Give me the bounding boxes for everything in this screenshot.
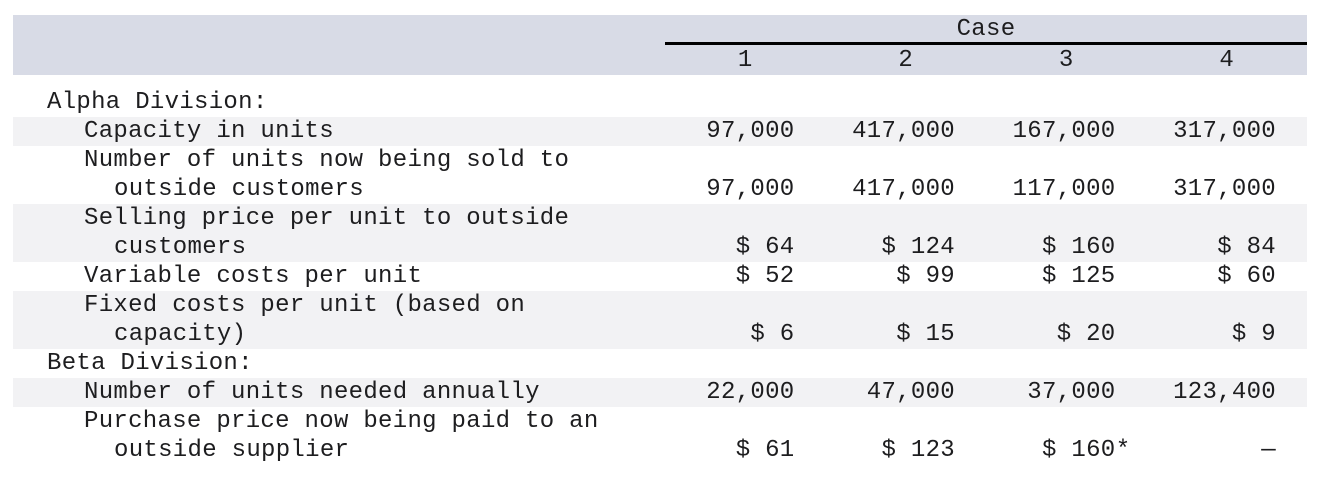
value-cell <box>665 88 826 117</box>
case-column-4: 4 <box>1219 47 1235 74</box>
value-cell: — <box>1261 437 1276 464</box>
row-label-line: outside customers <box>114 176 364 203</box>
case-header-label: Case <box>665 15 1307 45</box>
row-label-line: customers <box>114 234 247 261</box>
value-cell: $ 20 <box>1056 321 1116 348</box>
table-row: Number of units needed annually 22,000 47,… <box>13 378 1307 407</box>
value-cell: $ 64 <box>735 234 795 261</box>
table-header: Case 1 2 3 4 <box>13 15 1307 75</box>
value-cell: $ 124 <box>881 234 955 261</box>
value-cell <box>986 88 1147 117</box>
value-cell: 317,000 <box>1173 118 1276 145</box>
row-label-line: Number of units now being sold to <box>84 147 570 174</box>
value-cell: 37,000 <box>1027 379 1116 406</box>
row-label: Variable costs per unit <box>13 262 665 291</box>
table-row: Purchase price now being paid to an outsi… <box>13 407 1307 465</box>
row-label: Purchase price now being paid to an outsi… <box>13 407 665 465</box>
row-label: Fixed costs per unit (based on capacity) <box>13 291 665 349</box>
row-label-line: Purchase price now being paid to an <box>84 408 599 435</box>
value-cell: 22,000 <box>706 379 795 406</box>
value-cell: $ 160 <box>1041 234 1116 261</box>
value-cell <box>826 349 987 378</box>
value-cell: 167,000 <box>1012 118 1116 145</box>
row-label: Number of units now being sold to outside… <box>13 146 665 204</box>
value-cell: $ 99 <box>896 263 955 290</box>
header-label-spacer <box>13 15 665 75</box>
value-cell: 123,400 <box>1173 379 1276 406</box>
section-label: Alpha Division: <box>13 88 665 117</box>
value-cell: $ 61 <box>735 437 795 464</box>
value-cell: $ 9 <box>1231 321 1276 348</box>
value-cell: $ 160 * <box>986 407 1147 465</box>
row-label-line: Beta Division: <box>47 350 253 377</box>
case-columns-row: 1 2 3 4 <box>665 45 1307 75</box>
value-cell: $ 123 <box>881 437 955 464</box>
value-cell: $ 15 <box>896 321 955 348</box>
value-cell: $ 84 <box>1217 234 1276 261</box>
value-cell: 417,000 <box>852 176 955 203</box>
row-label-line: Variable costs per unit <box>84 263 423 290</box>
value-cell: $ 6 <box>750 321 795 348</box>
footnote-asterisk: * <box>1115 437 1131 464</box>
case-column-3: 3 <box>1058 47 1074 74</box>
table-body: Alpha Division: Capacity in units 97,000 41… <box>13 88 1307 465</box>
row-label-line: Selling price per unit to outside <box>84 205 570 232</box>
value-cell <box>1147 349 1308 378</box>
row-label-line: capacity) <box>114 321 247 348</box>
row-label-line: Fixed costs per unit (based on <box>84 292 526 319</box>
row-label-line: Alpha Division: <box>47 89 268 116</box>
value-text: $ 160 <box>1041 437 1116 464</box>
table-row: Beta Division: <box>13 349 1307 378</box>
value-cell: 417,000 <box>852 118 955 145</box>
value-cell: $ 52 <box>735 263 795 290</box>
row-label: Number of units needed annually <box>13 378 665 407</box>
value-cell: 97,000 <box>706 118 795 145</box>
value-cell: $ 60 <box>1217 263 1276 290</box>
row-label: Selling price per unit to outside custome… <box>13 204 665 262</box>
value-cell: 47,000 <box>866 379 955 406</box>
value-cell: 97,000 <box>706 176 795 203</box>
table-row: Number of units now being sold to outside… <box>13 146 1307 204</box>
case-header-area: Case 1 2 3 4 <box>665 15 1307 75</box>
value-cell: $ 125 <box>1041 263 1116 290</box>
case-column-2: 2 <box>898 47 914 74</box>
value-cell <box>1147 88 1308 117</box>
section-label: Beta Division: <box>13 349 665 378</box>
table-row: Selling price per unit to outside custome… <box>13 204 1307 262</box>
table-row: Variable costs per unit $ 52 $ 99 $ 125 $ 60 <box>13 262 1307 291</box>
case-column-1: 1 <box>737 47 753 74</box>
value-cell: 317,000 <box>1173 176 1276 203</box>
row-label-line: outside supplier <box>114 437 350 464</box>
value-cell <box>665 349 826 378</box>
row-label-line: Capacity in units <box>84 118 334 145</box>
value-cell <box>986 349 1147 378</box>
row-label-line: Number of units needed annually <box>84 379 540 406</box>
table-row: Alpha Division: <box>13 88 1307 117</box>
value-cell: 117,000 <box>1012 176 1116 203</box>
value-cell <box>826 88 987 117</box>
table-row: Capacity in units 97,000 417,000 167,000 317… <box>13 117 1307 146</box>
table-row: Fixed costs per unit (based on capacity) $… <box>13 291 1307 349</box>
row-label: Capacity in units <box>13 117 665 146</box>
